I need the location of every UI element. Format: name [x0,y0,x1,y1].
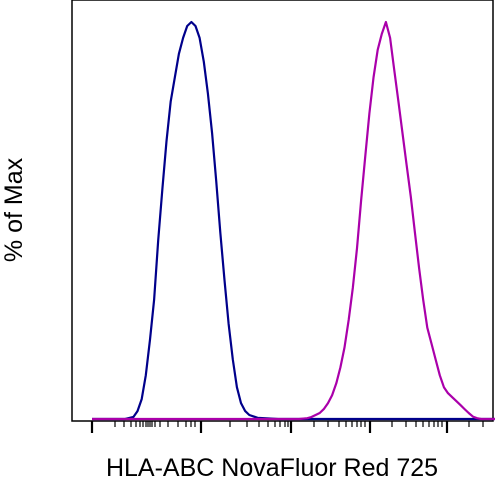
series-line-2 [92,20,495,421]
plot-frame [71,0,494,422]
x-axis-label: HLA-ABC NovaFluor Red 725 [106,454,438,482]
x-axis-ticks [90,421,484,433]
y-axis-label: % of Max [0,157,28,262]
series-line-1 [92,20,495,421]
series-layer [92,20,495,421]
